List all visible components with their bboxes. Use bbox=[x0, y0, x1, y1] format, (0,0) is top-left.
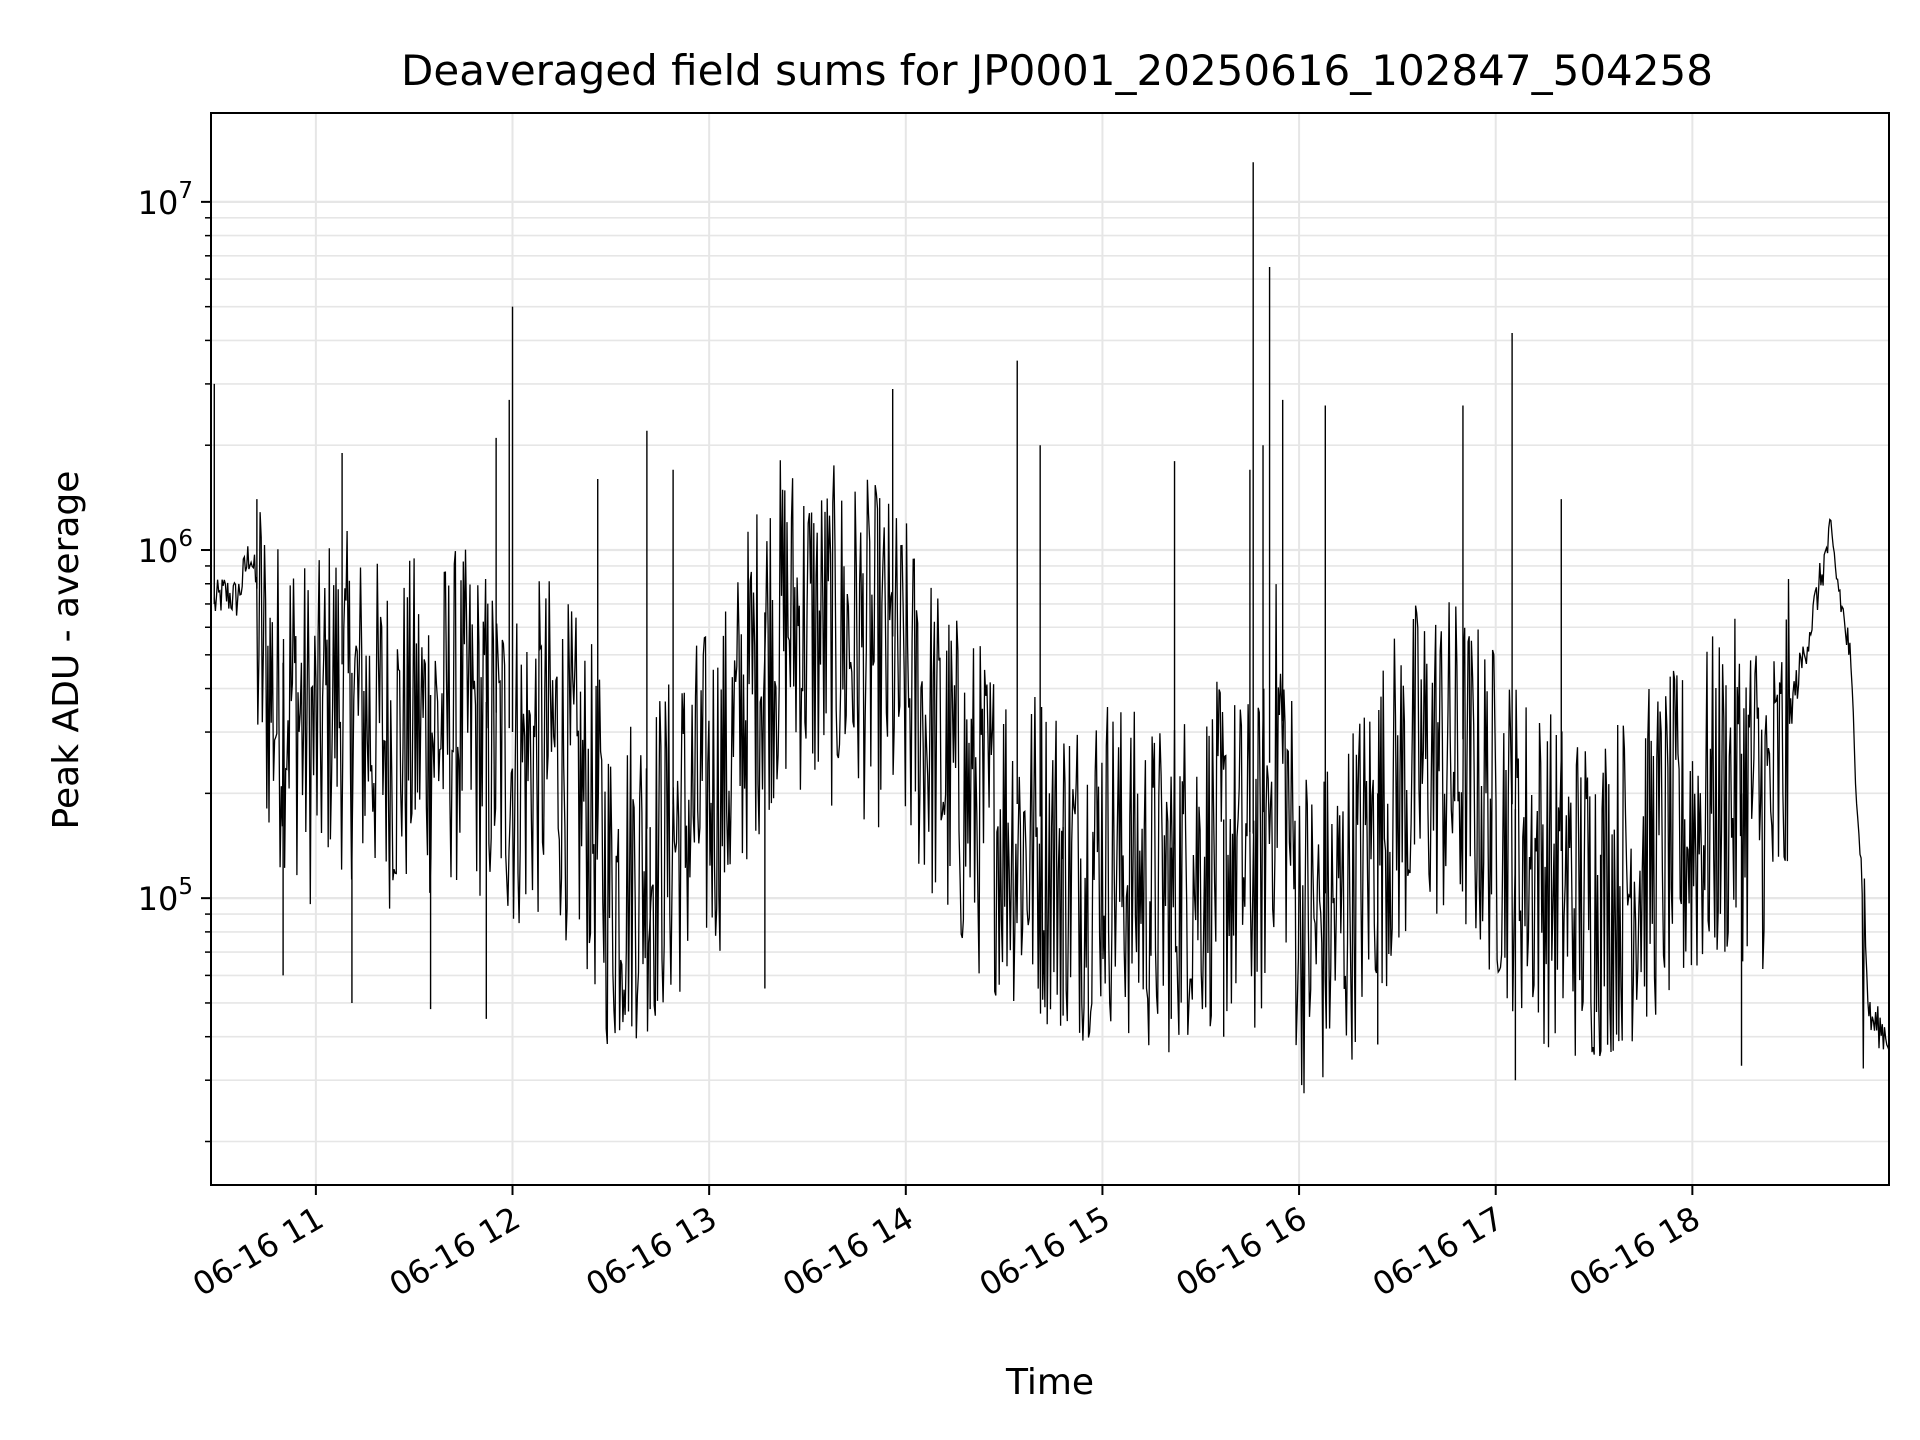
plot-area bbox=[213, 162, 1890, 1094]
x-tick-label: 06-16 15 bbox=[973, 1199, 1117, 1304]
plot-frame bbox=[210, 112, 1890, 1186]
x-tick-label: 06-16 16 bbox=[1169, 1199, 1313, 1304]
y-tick-label: 105 bbox=[138, 874, 193, 918]
y-axis-label: Peak ADU - average bbox=[46, 471, 87, 830]
chart-title: Deaveraged field sums for JP0001_2025061… bbox=[401, 46, 1713, 95]
y-axis: 105 106 107 bbox=[138, 178, 211, 1143]
x-tick-label: 06-16 12 bbox=[383, 1199, 527, 1304]
y-tick-label: 106 bbox=[138, 526, 193, 570]
series-line bbox=[213, 460, 1890, 1094]
y-tick-label: 107 bbox=[138, 178, 193, 222]
grid bbox=[211, 113, 1889, 1185]
x-tick-label: 06-16 11 bbox=[186, 1199, 330, 1304]
x-tick-label: 06-16 14 bbox=[776, 1199, 920, 1304]
x-tick-label: 06-16 18 bbox=[1563, 1199, 1707, 1304]
x-axis: 06-16 11 06-16 12 06-16 13 06-16 14 06-16 15… bbox=[186, 1185, 1706, 1304]
x-tick-label: 06-16 13 bbox=[580, 1199, 724, 1304]
x-tick-label: 06-16 17 bbox=[1366, 1199, 1510, 1304]
x-axis-label: Time bbox=[1005, 1362, 1094, 1403]
